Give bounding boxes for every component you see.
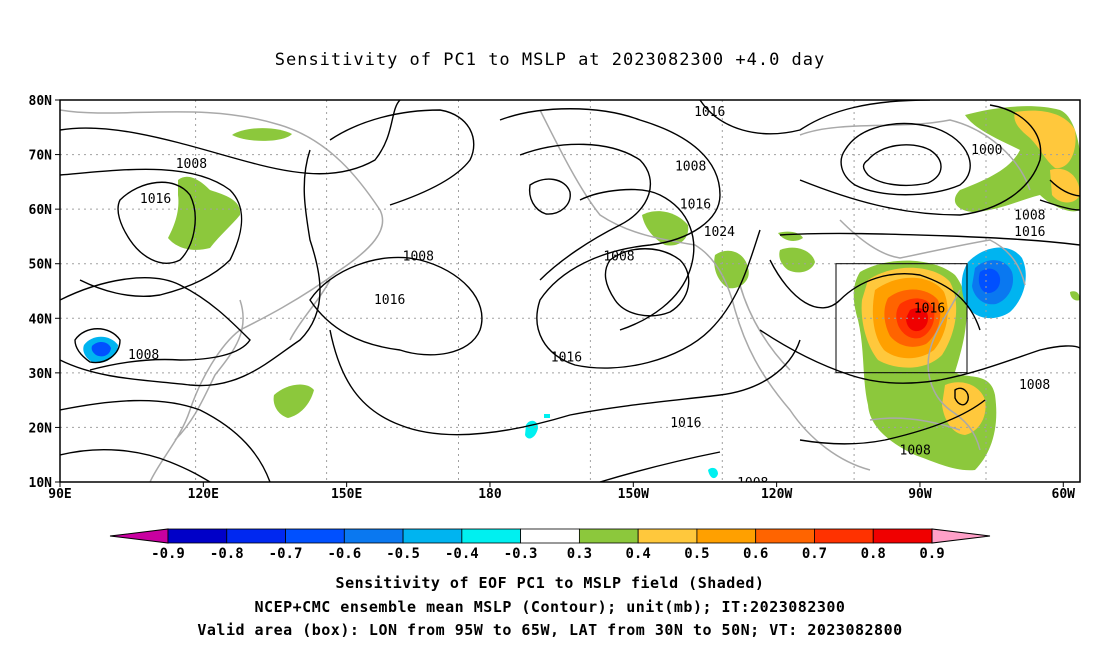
colorbar-label: -0.8	[210, 546, 244, 562]
contour-label: 1008	[128, 348, 159, 363]
map-title: Sensitivity of PC1 to MSLP at 2023082300…	[274, 50, 826, 70]
colorbar-low-end	[109, 528, 169, 544]
colorbar-label: -0.3	[504, 546, 538, 562]
colorbar-segment	[461, 528, 522, 544]
positive-patch-3	[273, 384, 314, 418]
lat-tick-label: 20N	[29, 421, 53, 436]
colorbar-segment	[696, 528, 757, 544]
lon-tick-label: 120E	[188, 487, 219, 502]
positive-patch-2	[168, 176, 241, 250]
negative-patch-west-core	[91, 342, 111, 357]
contour-label: 1008	[1019, 378, 1050, 393]
contour-label: 1008	[900, 443, 931, 458]
contour-label: 1024	[704, 225, 735, 240]
contour-label: 1016	[670, 416, 701, 431]
colorbar-high-end	[931, 528, 991, 544]
gridlines	[60, 100, 1080, 482]
colorbar-label: -0.5	[386, 546, 420, 562]
lat-tick-label: 40N	[29, 312, 53, 327]
negative-patch-pacific-3	[708, 467, 718, 479]
lat-tick-label: 80N	[29, 94, 53, 109]
positive-patch-5	[714, 250, 749, 289]
contour-label: 1008	[1014, 209, 1045, 224]
positive-patch-6	[779, 247, 815, 273]
colorbar-segment	[872, 528, 933, 544]
positive-region-yellow-south	[942, 382, 986, 435]
colorbar-label: -0.6	[327, 546, 361, 562]
colorbar: -0.9 -0.8 -0.7 -0.6 -0.5 -0.4 -0.3 0.3 0.4 0.5 0.6…	[109, 528, 991, 562]
colorbar-label: -0.4	[445, 546, 479, 562]
contour-label: 1008	[403, 250, 434, 265]
contour-label: 1000	[971, 143, 1002, 158]
positive-patch-1	[232, 128, 292, 141]
colorbar-segment	[285, 528, 345, 544]
lon-tick-label: 90W	[908, 487, 932, 502]
footer-line-3: Valid area (box): LON from 95W to 65W, L…	[197, 621, 903, 639]
contour-label: 1016	[551, 350, 582, 365]
colorbar-segment	[520, 528, 580, 544]
colorbar-label: 0.9	[919, 546, 944, 562]
colorbar-label: -0.7	[269, 546, 303, 562]
contour-label: 1008	[737, 476, 768, 491]
contour-label: 1016	[694, 105, 725, 120]
lon-tick-label: 90E	[48, 487, 71, 502]
contour-label: 1016	[680, 198, 711, 213]
colorbar-segment	[637, 528, 698, 544]
colorbar-segment	[167, 528, 228, 544]
mslp-contours	[60, 100, 1080, 482]
lat-tick-label: 10N	[29, 476, 53, 491]
colorbar-segment	[814, 528, 874, 544]
colorbar-segment	[755, 528, 815, 544]
colorbar-label: 0.3	[567, 546, 592, 562]
positive-patch-4	[642, 211, 689, 246]
colorbar-label: 0.7	[802, 546, 827, 562]
colorbar-label: -0.9	[151, 546, 185, 562]
lon-tick-label: 150W	[618, 487, 649, 502]
lat-tick-label: 70N	[29, 149, 53, 164]
contour-label: 1016	[140, 192, 171, 207]
negative-patch-pacific-2	[544, 414, 550, 418]
valid-area-box	[835, 263, 968, 374]
negative-region-darkblue	[978, 268, 1001, 294]
colorbar-segment	[343, 528, 404, 544]
colorbar-segment	[402, 528, 463, 544]
map-frame	[59, 99, 1081, 483]
lon-tick-label: 180	[478, 487, 502, 502]
lon-tick-label: 120W	[761, 487, 792, 502]
lat-tick-label: 30N	[29, 367, 53, 382]
contour-label: 1016	[914, 301, 945, 316]
contour-label: 1016	[374, 293, 405, 308]
contour-label: 1008	[675, 159, 706, 174]
colorbar-label: 0.4	[626, 546, 651, 562]
colorbar-label: 0.8	[861, 546, 886, 562]
latitude-ticks: 80N 70N 60N 50N 40N 30N 20N 10N	[29, 94, 60, 491]
footer-line-1: Sensitivity of EOF PC1 to MSLP field (Sh…	[335, 574, 765, 592]
footer-line-2: NCEP+CMC ensemble mean MSLP (Contour); u…	[254, 598, 846, 616]
colorbar-segment	[578, 528, 639, 544]
colorbar-label: 0.5	[684, 546, 709, 562]
lon-tick-label: 150E	[331, 487, 362, 502]
colorbar-label: 0.6	[743, 546, 768, 562]
lat-tick-label: 60N	[29, 203, 53, 218]
contour-label: 1008	[603, 250, 634, 265]
contour-label: 1008	[176, 157, 207, 172]
longitude-ticks: 90E 120E 150E 180 150W 120W 90W 60W	[48, 482, 1075, 502]
colorbar-segment	[226, 528, 286, 544]
lon-tick-label: 60W	[1052, 487, 1076, 502]
contour-label: 1016	[1014, 225, 1045, 240]
coastlines	[60, 109, 1031, 482]
lat-tick-label: 50N	[29, 258, 53, 273]
positive-region-peak	[906, 307, 928, 332]
positive-patch-8	[1070, 291, 1080, 301]
